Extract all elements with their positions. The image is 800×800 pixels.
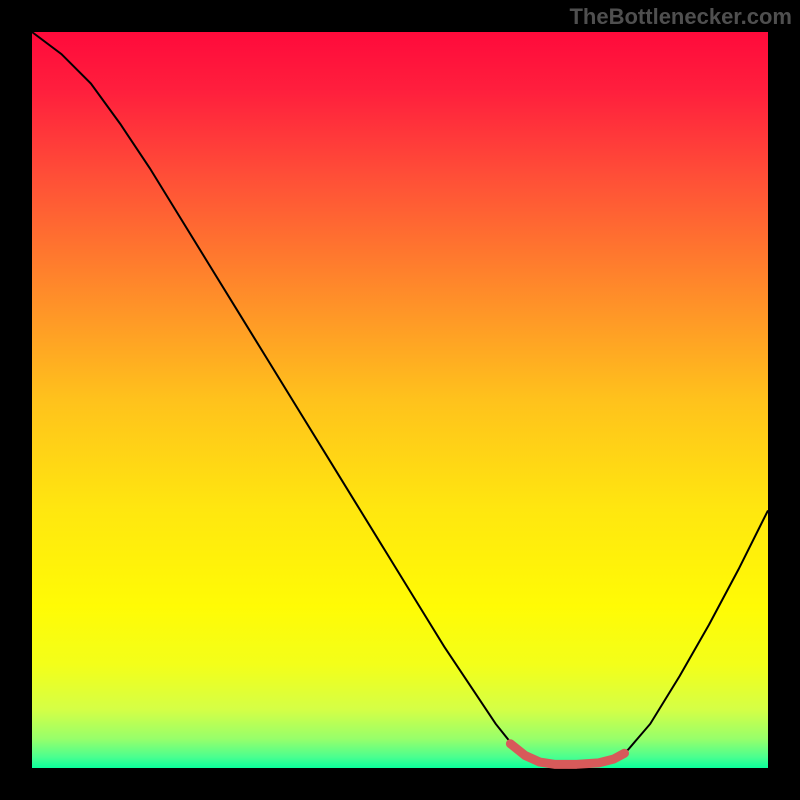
bottleneck-chart	[0, 0, 800, 800]
watermark-text: TheBottlenecker.com	[569, 4, 792, 30]
plot-background	[32, 32, 768, 768]
chart-container: TheBottlenecker.com	[0, 0, 800, 800]
